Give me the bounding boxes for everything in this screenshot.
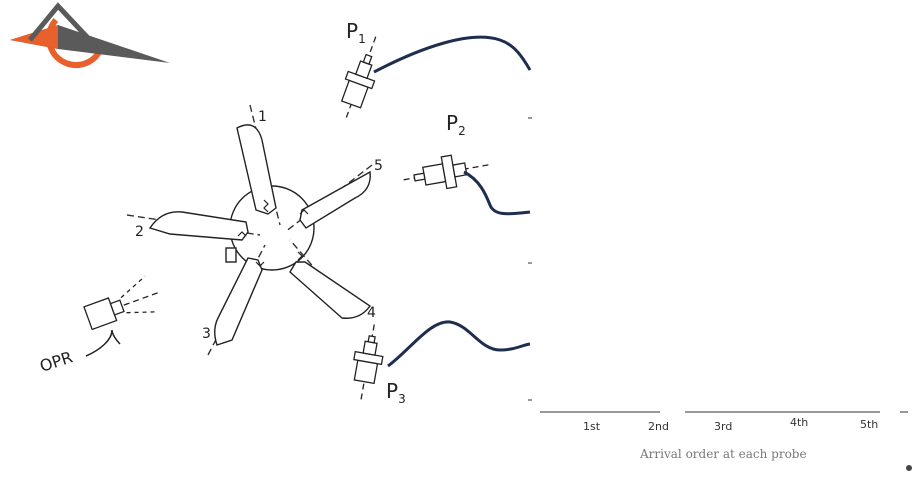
probe-p1-label: P1 <box>346 19 366 46</box>
opr-probe <box>83 275 162 331</box>
blade-number-1: 1 <box>258 109 267 125</box>
signal-p2 <box>463 170 531 216</box>
axis-tick-labels: 1st 2nd 3rd 4th 5th <box>583 416 878 433</box>
signal-p3 <box>387 320 531 368</box>
probe-p2 <box>403 154 493 190</box>
blade-number-3: 3 <box>202 326 211 342</box>
blade-1 <box>236 124 277 215</box>
brand-logo <box>10 2 170 68</box>
opr-label: OPR <box>37 347 75 375</box>
probe-p2-label: P2 <box>446 111 466 138</box>
blade-3 <box>214 257 263 346</box>
blade-number-5: 5 <box>374 158 383 174</box>
axis-tick-1: 1st <box>583 420 601 433</box>
opr-pointer <box>85 329 121 357</box>
probe-p1 <box>340 32 378 118</box>
blade-4 <box>289 261 371 319</box>
rotor <box>126 104 373 356</box>
blade-number-4: 4 <box>367 305 376 321</box>
timing-axis <box>528 117 908 413</box>
probe-p3-label: P3 <box>386 379 406 406</box>
blade-number-2: 2 <box>135 224 144 240</box>
probe-p3 <box>353 320 384 400</box>
signal-p1 <box>373 35 532 74</box>
axis-tick-4: 4th <box>790 416 808 429</box>
axis-tick-3: 3rd <box>714 420 732 433</box>
blade-2 <box>148 211 249 241</box>
corner-mark <box>906 465 912 471</box>
axis-caption: Arrival order at each probe <box>639 447 807 461</box>
blade-5 <box>299 170 371 229</box>
axis-tick-2: 2nd <box>648 420 669 433</box>
axis-tick-5: 5th <box>860 418 878 431</box>
